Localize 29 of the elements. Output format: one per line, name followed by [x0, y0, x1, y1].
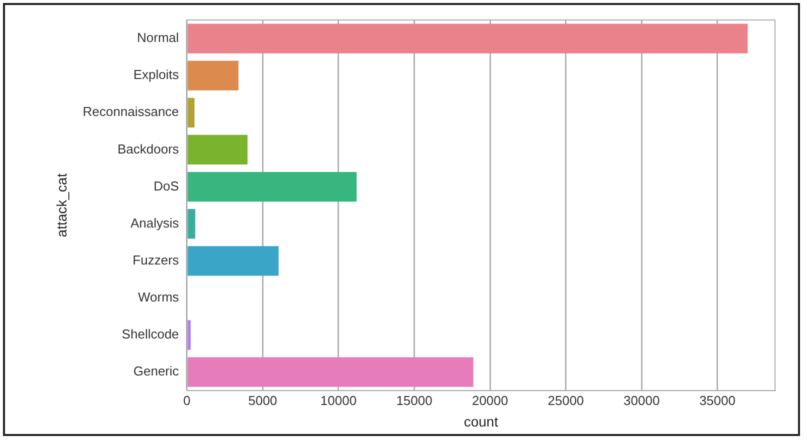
x-tick-label: 35000: [699, 392, 736, 408]
y-tick-label: Backdoors: [117, 141, 180, 156]
x-tick-label: 5000: [248, 392, 278, 408]
bar: [188, 98, 194, 128]
y-tick-label: Reconnaissance: [82, 104, 179, 120]
y-tick-label: Analysis: [130, 215, 180, 230]
x-tick-label: 30000: [624, 392, 660, 408]
y-tick-label: Shellcode: [122, 326, 179, 342]
y-tick-label: Generic: [133, 364, 180, 379]
x-tick-label: 20000: [472, 392, 508, 408]
x-tick-label: 0: [183, 392, 191, 408]
bar: [188, 357, 474, 387]
y-axis-title: attack_cat: [53, 173, 70, 238]
bar: [188, 24, 748, 54]
bar: [188, 209, 196, 239]
x-tick-label: 10000: [320, 392, 357, 408]
x-tick-label: 25000: [548, 392, 584, 408]
bar: [188, 134, 248, 165]
y-tick-label: Exploits: [133, 67, 180, 82]
x-axis-title: count: [464, 413, 498, 430]
bar: [188, 172, 357, 202]
y-tick-label: DoS: [154, 178, 180, 194]
x-tick-label: 15000: [396, 392, 432, 408]
bar: [188, 320, 191, 350]
y-tick-label: Worms: [138, 290, 180, 305]
bar: [188, 246, 279, 276]
bar: [188, 60, 238, 90]
y-tick-label: Fuzzers: [132, 252, 180, 268]
y-tick-label: Normal: [137, 30, 180, 46]
